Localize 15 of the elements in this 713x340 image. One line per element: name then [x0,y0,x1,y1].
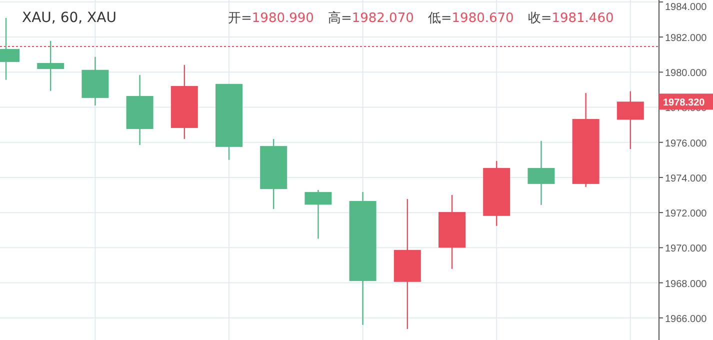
y-tick-label: 1976.000 [665,138,708,150]
annotation: 收=1981.460 [528,11,614,26]
text: XAU, 60, XAU [22,10,116,26]
y-tick-label: 1984.000 [665,2,708,13]
y-tick-label: 1966.000 [665,314,708,325]
y-tick-label: 1968.000 [665,278,708,290]
y-tick-label: 1982.000 [665,33,708,44]
annotation: 开=1980.990 [228,11,314,26]
annotation: 低=1980.670 [428,11,514,26]
y-tick-label: 1970.000 [665,244,708,255]
price-label: 1978.320 [659,94,713,110]
y-tick-label: 1980.000 [665,68,708,80]
y-tick-label: 1972.000 [665,208,708,220]
y-tick-label: 1974.000 [665,173,708,184]
annotation: 高=1982.070 [328,10,414,26]
